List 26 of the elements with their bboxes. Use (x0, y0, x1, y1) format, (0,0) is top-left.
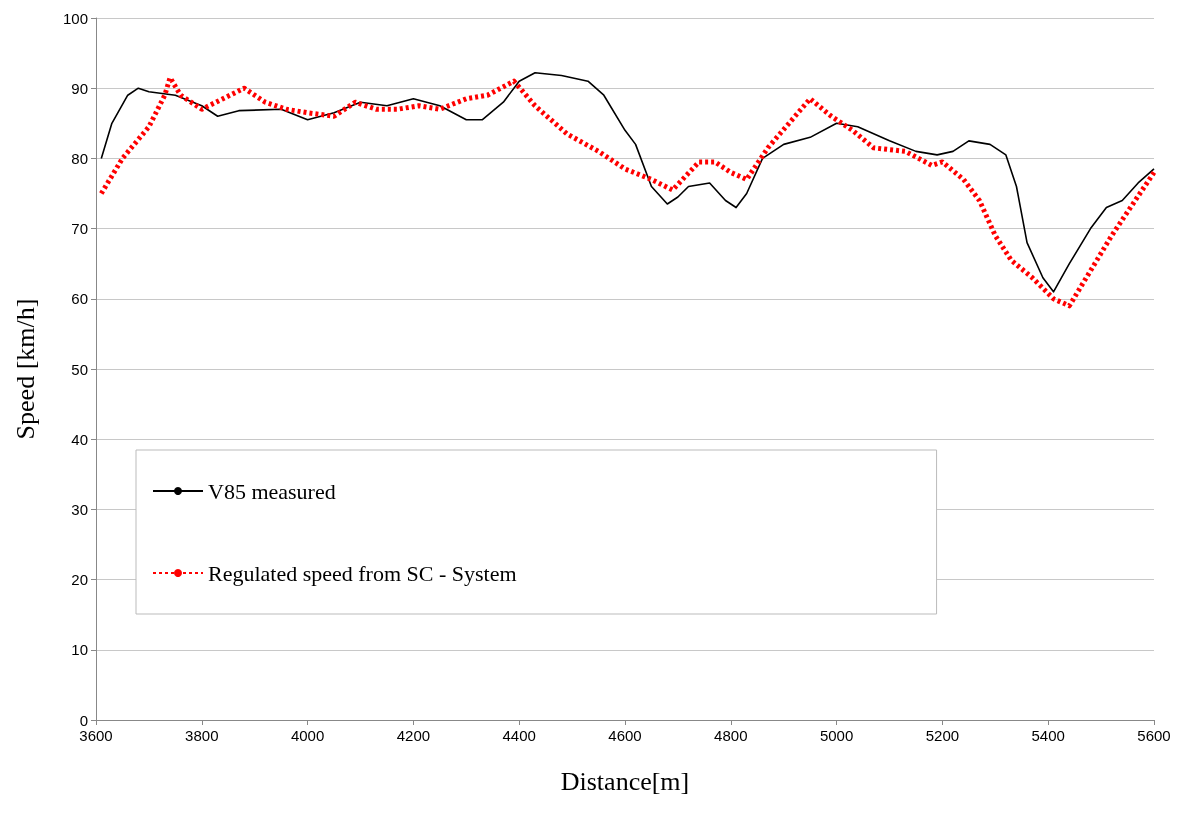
x-tick-label: 4000 (290, 727, 325, 744)
y-tick-label: 80 (71, 149, 88, 167)
x-tick-label: 4400 (502, 727, 536, 744)
x-tick-label: 4200 (396, 727, 431, 744)
y-axis-title: Speed [km/h] (10, 298, 40, 440)
legend-label: Regulated speed from SC - System (208, 560, 517, 586)
x-tick-label: 3800 (185, 727, 219, 744)
y-tick-label: 100 (62, 9, 88, 27)
y-tick-label: 50 (71, 360, 88, 378)
x-tick-label: 3600 (79, 727, 113, 744)
y-tick-label: 30 (71, 500, 88, 518)
y-tick-label: 0 (79, 711, 88, 729)
x-tick-label: 5000 (819, 727, 854, 744)
x-tick-label: 4600 (608, 727, 642, 744)
x-tick-label: 5600 (1137, 727, 1171, 744)
legend-label: V85 measured (208, 478, 336, 504)
y-tick-label: 40 (71, 430, 88, 448)
x-tick-label: 4800 (714, 727, 748, 744)
y-tick-label: 20 (71, 571, 88, 589)
y-tick-label: 60 (71, 290, 88, 308)
y-tick-label: 70 (71, 220, 88, 238)
x-axis-title: Distance[m] (560, 766, 690, 796)
x-tick-label: 5200 (925, 727, 960, 744)
x-tick-label: 5400 (1031, 727, 1065, 744)
y-tick-label: 90 (71, 79, 88, 97)
y-tick-label: 10 (71, 641, 88, 659)
